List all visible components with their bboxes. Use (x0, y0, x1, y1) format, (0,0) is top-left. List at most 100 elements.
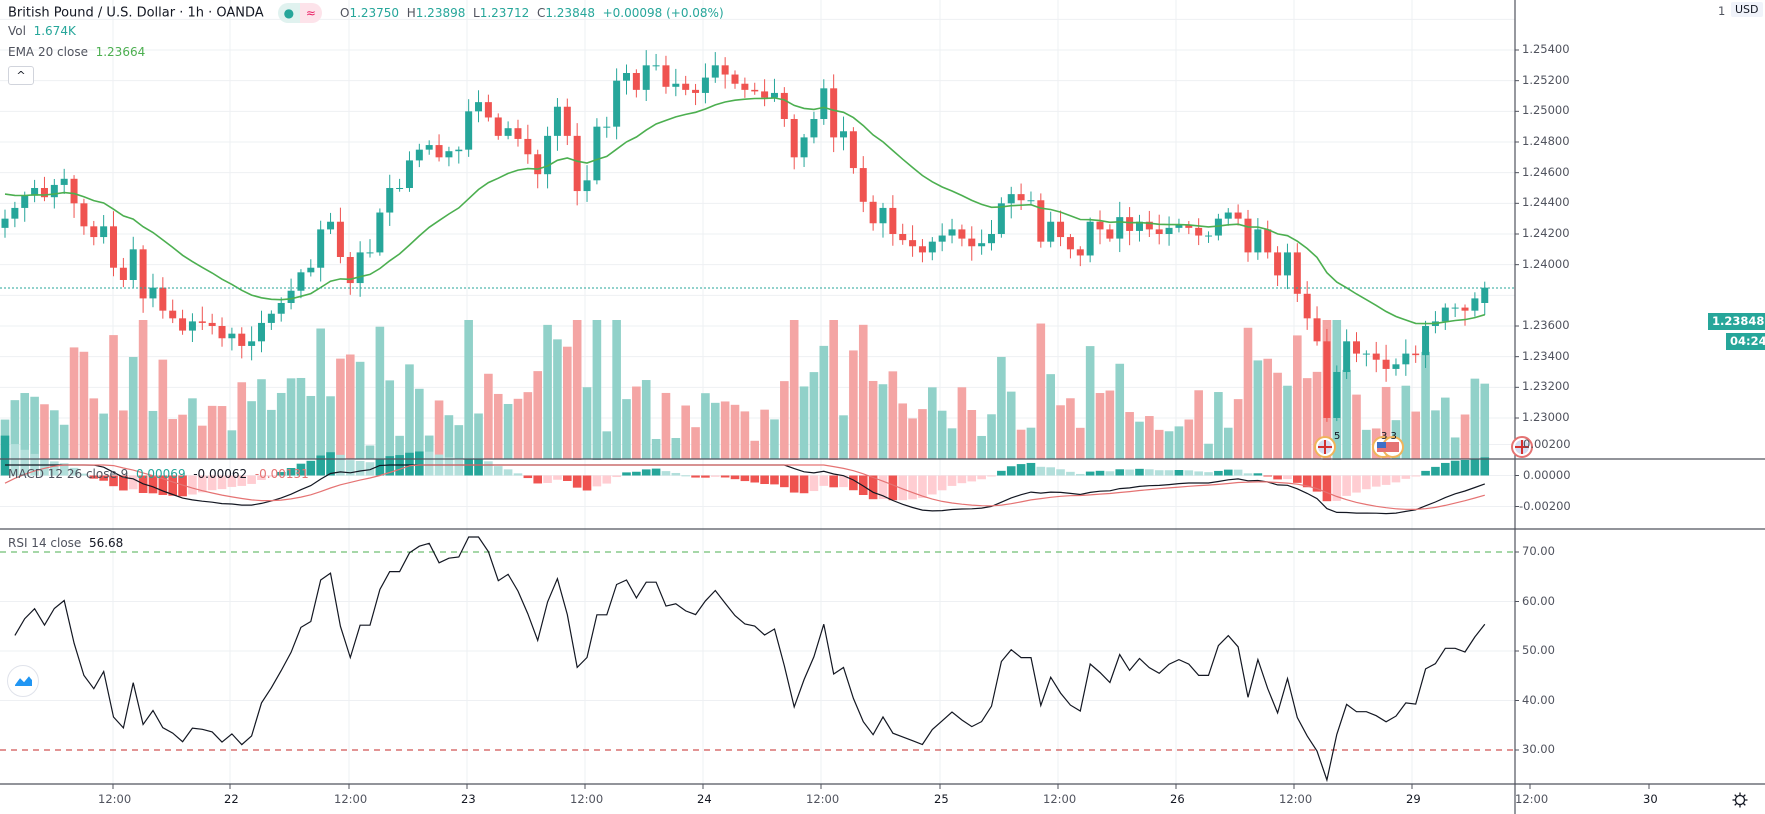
volume-bars (0, 320, 1490, 460)
symbol-title[interactable]: British Pound / U.S. Dollar · 1h · OANDA (8, 5, 264, 21)
macd-hist-bar (1302, 475, 1312, 488)
volume-bar (1006, 391, 1016, 459)
rsi-tick-label: 30.00 (1522, 742, 1555, 756)
volume-bar (178, 414, 187, 459)
tradingview-logo[interactable] (7, 665, 39, 697)
volume-bar (1283, 385, 1292, 459)
macd-hist-bar (533, 475, 543, 484)
macd-hist-bar (128, 475, 138, 490)
macd-hist-bar (276, 471, 286, 476)
economic-events[interactable]: 5 3 3 (1314, 431, 1533, 458)
macd-hist-bar (148, 475, 158, 494)
candle-body (1353, 341, 1361, 354)
volume-bar (937, 410, 947, 459)
macd-hist-bar (1460, 459, 1470, 476)
candle-body (563, 106, 571, 136)
volume-bar (405, 364, 414, 459)
macd-hist-bar (780, 475, 789, 488)
volume-bar (128, 356, 138, 459)
candle-body (1195, 227, 1203, 236)
candle-body (534, 154, 542, 175)
volume-bar (316, 328, 325, 459)
candle-body (859, 168, 867, 202)
macd-hist-bar (1105, 471, 1115, 476)
volume-bar (592, 320, 602, 460)
candle-body (396, 187, 404, 189)
candle-body (593, 126, 601, 181)
volume-bar (1480, 383, 1490, 459)
volume-bar (1263, 358, 1273, 459)
rsi-label: RSI 14 close (8, 536, 82, 550)
candle-body (90, 226, 98, 238)
macd-legend[interactable]: MACD 12 26 close 9 0.00069 -0.00062 -0.0… (8, 467, 309, 481)
macd-hist-bar (306, 460, 316, 476)
volume-bar (1470, 378, 1480, 459)
market-status-pill[interactable]: ● ≈ (277, 3, 322, 23)
volume-bar (69, 347, 79, 459)
volume-bar (484, 373, 493, 459)
volume-value: 1.674K (33, 24, 76, 38)
macd-hist-bar (908, 475, 917, 500)
macd-hist-bar (415, 451, 424, 476)
uk-flag-event-icon[interactable] (1511, 436, 1533, 458)
macd-hist-bar (849, 475, 858, 491)
candle-body (336, 221, 344, 257)
time-tick-label: 12:00 (806, 792, 840, 806)
candle-body (297, 272, 305, 291)
currency-badge[interactable]: USD (1731, 2, 1763, 17)
macd-hist-bar (513, 473, 523, 476)
candle-body (218, 325, 226, 339)
volume-bar (1342, 369, 1351, 459)
candle-body (208, 322, 216, 326)
settings-gear-icon[interactable] (1731, 791, 1749, 809)
price-tick-label: 1.24200 (1522, 225, 1570, 240)
volume-bar (345, 354, 355, 459)
candle-body (1145, 221, 1153, 230)
volume-legend[interactable]: Vol 1.674K (8, 24, 76, 38)
macd-hist-bar (789, 475, 799, 493)
candle-body (257, 322, 265, 342)
candle-body (632, 72, 640, 90)
candle-body (988, 233, 995, 244)
macd-hist-bar (868, 475, 878, 500)
price-tick-label: 1.25200 (1522, 72, 1570, 87)
collapse-legend-button[interactable]: ^ (8, 66, 34, 85)
candle-body (1135, 221, 1143, 231)
uk-flag-event-icon[interactable]: 5 (1314, 431, 1340, 458)
macd-hist-bar (1440, 462, 1450, 476)
macd-hist-bar (336, 454, 345, 476)
candle-body (119, 267, 127, 280)
rsi-legend[interactable]: RSI 14 close 56.68 (8, 536, 123, 550)
candle-body (1205, 235, 1213, 237)
volume-bar (79, 351, 89, 459)
volume-bar (770, 419, 779, 459)
macd-value: -0.00062 (193, 467, 248, 481)
candle-body (780, 92, 788, 119)
candle-body (918, 246, 926, 253)
ema-value: 1.23664 (95, 45, 146, 59)
macd-hist-bar (316, 455, 325, 476)
candle-body (248, 341, 256, 346)
macd-hist-bar (109, 475, 118, 487)
volume-bar (99, 413, 108, 459)
volume-bar (30, 396, 39, 459)
candle-body (267, 313, 275, 323)
ema-legend[interactable]: EMA 20 close 1.23664 (8, 45, 145, 59)
volume-bar (957, 387, 967, 459)
candle-body (1, 218, 9, 228)
volume-bar (1401, 385, 1411, 459)
macd-hist-bar (770, 475, 779, 485)
candle-body (455, 149, 463, 152)
macd-hist-bar (1026, 462, 1036, 476)
volume-bar (671, 437, 681, 459)
volume-label: Vol (8, 24, 26, 38)
candle-body (1422, 325, 1430, 356)
candle-body (60, 178, 68, 185)
rsi-line (14, 536, 1486, 783)
us-flag-event-icon[interactable]: 3 3 (1372, 431, 1404, 458)
macd-hist-bar (1016, 464, 1026, 476)
time-tick-label: 12:00 (1279, 792, 1313, 806)
low-key: L (473, 5, 480, 20)
volume-bar (1450, 437, 1460, 459)
